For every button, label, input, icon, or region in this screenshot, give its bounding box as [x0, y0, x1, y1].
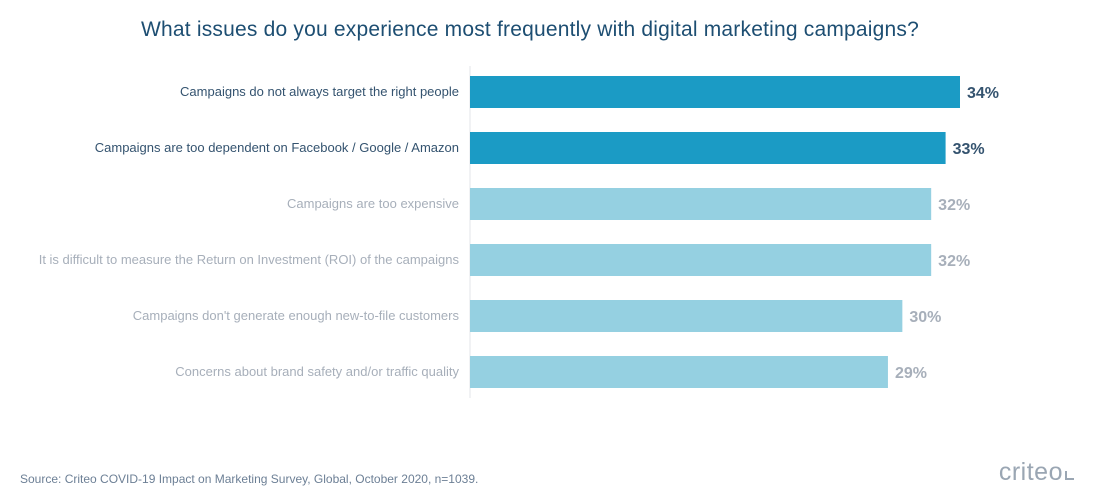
category-label: Concerns about brand safety and/or traff…	[175, 364, 459, 379]
category-label: It is difficult to measure the Return on…	[39, 252, 460, 267]
bar	[470, 188, 932, 220]
source-note: Source: Criteo COVID-19 Impact on Market…	[20, 472, 479, 486]
bar	[470, 244, 932, 276]
data-label: 32%	[938, 253, 970, 270]
bar	[470, 132, 946, 164]
bar	[470, 356, 888, 388]
criteo-logo-dot-icon	[1065, 471, 1074, 480]
chart-title: What issues do you experience most frequ…	[140, 18, 919, 41]
category-label: Campaigns don't generate enough new-to-f…	[133, 308, 460, 323]
data-label: 29%	[895, 365, 927, 382]
data-label: 30%	[909, 309, 941, 326]
bar	[470, 300, 903, 332]
data-label: 34%	[967, 85, 999, 102]
data-label: 33%	[953, 141, 985, 158]
brand-name: criteo	[998, 458, 1063, 486]
data-label: 32%	[938, 197, 970, 214]
bar	[470, 76, 960, 108]
criteo-logo: criteo	[999, 458, 1074, 487]
category-label: Campaigns do not always target the right…	[180, 84, 459, 99]
category-label: Campaigns are too expensive	[287, 196, 459, 211]
category-label: Campaigns are too dependent on Facebook …	[95, 140, 459, 155]
